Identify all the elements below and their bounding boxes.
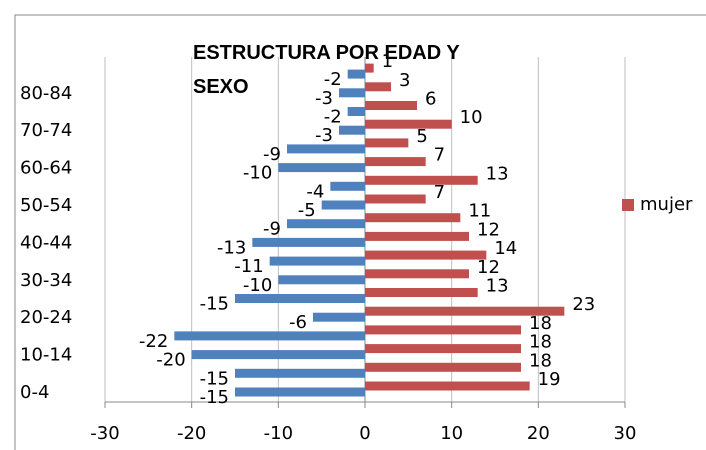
bar — [365, 63, 374, 73]
bar — [278, 275, 365, 285]
data-label: -13 — [217, 237, 246, 258]
data-label: 14 — [494, 238, 517, 259]
bar — [365, 157, 426, 167]
data-label: -20 — [156, 350, 185, 371]
bar — [235, 294, 365, 303]
x-tick-label: -30 — [90, 423, 119, 444]
bar — [365, 138, 409, 148]
bar — [365, 194, 426, 204]
x-tick-label: -20 — [177, 423, 206, 444]
bar — [174, 331, 365, 341]
data-label: 1 — [382, 51, 393, 72]
y-tick-label: 70-74 — [20, 120, 72, 141]
bar — [365, 325, 521, 335]
bar — [235, 387, 365, 397]
bar — [365, 231, 469, 241]
data-label: 13 — [486, 276, 509, 297]
x-tick-label: 10 — [440, 423, 463, 444]
bar — [269, 256, 365, 266]
bar — [278, 163, 365, 173]
data-label: 10 — [460, 107, 483, 128]
bar — [252, 237, 365, 247]
bar — [365, 250, 487, 260]
data-label: -4 — [306, 181, 324, 202]
data-label: 6 — [425, 89, 436, 110]
bar — [365, 269, 469, 279]
bar — [347, 69, 365, 79]
y-tick-label: 10-14 — [20, 345, 72, 366]
x-tick-label: 20 — [527, 423, 550, 444]
data-label: 12 — [477, 219, 500, 240]
data-label: 11 — [468, 201, 491, 222]
x-tick-label: 30 — [614, 423, 637, 444]
bar — [365, 381, 530, 391]
chart-title: ESTRUCTURA POR EDAD Y SEXO — [193, 42, 460, 98]
bar — [365, 175, 478, 185]
data-label: 18 — [529, 313, 552, 334]
data-label: -9 — [263, 144, 281, 165]
bar — [365, 119, 452, 129]
data-label: 19 — [538, 369, 561, 390]
data-label: 3 — [399, 70, 410, 91]
data-label: -6 — [289, 312, 307, 333]
bar — [365, 288, 478, 297]
x-tick-label: 0 — [359, 423, 370, 444]
bar — [287, 219, 365, 229]
data-label: 18 — [529, 350, 552, 371]
bar — [191, 350, 365, 360]
data-label: -2 — [324, 107, 342, 128]
data-label: -10 — [243, 275, 272, 296]
y-tick-label: 0-4 — [20, 382, 49, 403]
y-tick-label: 40-44 — [20, 232, 72, 253]
data-label: 23 — [572, 294, 595, 315]
bar — [287, 144, 365, 154]
data-label: -5 — [298, 200, 316, 221]
bar — [365, 101, 417, 110]
legend-label: mujer — [640, 194, 693, 215]
data-label: -15 — [200, 294, 229, 315]
data-label: -9 — [263, 219, 281, 240]
data-label: -15 — [200, 387, 229, 408]
data-label: 18 — [529, 332, 552, 353]
bar — [339, 125, 365, 135]
data-label: -15 — [200, 368, 229, 389]
y-tick-label: 20-24 — [20, 307, 72, 328]
data-label: -3 — [315, 88, 333, 109]
bar — [365, 362, 521, 372]
bar — [365, 213, 461, 223]
bar — [313, 312, 365, 322]
bar — [330, 181, 365, 191]
bar — [365, 306, 565, 316]
data-label: 13 — [486, 163, 509, 184]
data-label: -3 — [315, 125, 333, 146]
data-label: 12 — [477, 257, 500, 278]
bar — [347, 107, 365, 116]
data-label: -2 — [324, 69, 342, 90]
y-tick-label: 60-64 — [20, 158, 72, 179]
bar — [321, 200, 365, 210]
data-label: -10 — [243, 163, 272, 184]
data-label: -22 — [139, 331, 168, 352]
data-label: 7 — [434, 145, 445, 166]
bar — [235, 368, 365, 378]
bar — [365, 344, 521, 354]
x-tick-label: -10 — [264, 423, 293, 444]
data-label: 5 — [416, 126, 427, 147]
bar — [339, 88, 365, 98]
y-tick-label: 50-54 — [20, 195, 72, 216]
y-tick-label: 80-84 — [20, 83, 72, 104]
data-label: 7 — [434, 182, 445, 203]
y-tick-label: 30-34 — [20, 270, 72, 291]
bar — [365, 82, 391, 92]
legend-swatch — [622, 199, 634, 211]
data-label: -11 — [234, 256, 263, 277]
